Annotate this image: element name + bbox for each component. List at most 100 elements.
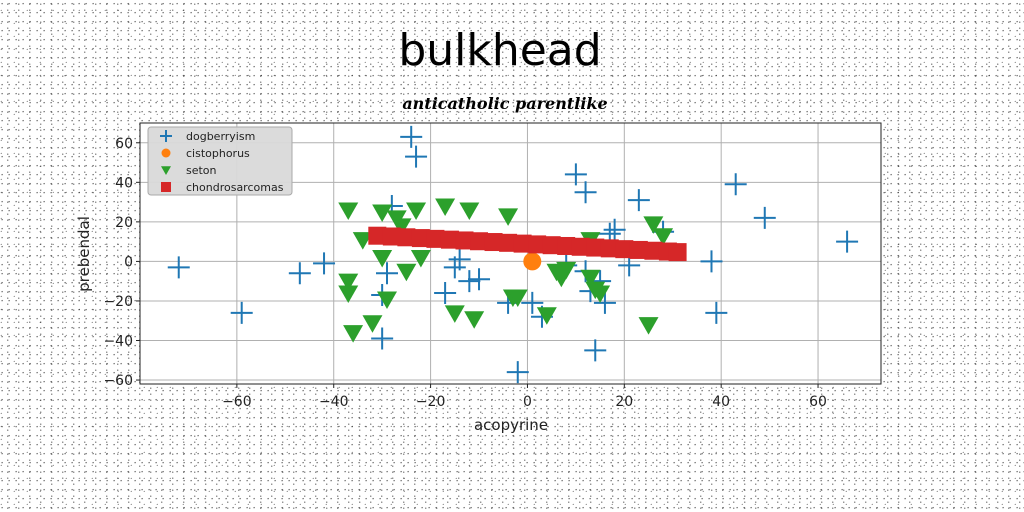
cistophorus-point bbox=[523, 252, 542, 271]
axis-ticks: −60 −40 −20 0 20 40 60 −60 −40 −20 0 20 40 60 bbox=[103, 136, 827, 410]
chondrosarcomas-point bbox=[426, 229, 445, 248]
legend-label: cistophorus bbox=[186, 147, 250, 160]
seton-point bbox=[343, 325, 364, 343]
x-tick-label: 0 bbox=[523, 394, 532, 410]
seton-point bbox=[338, 273, 359, 292]
chondrosarcomas-point bbox=[368, 226, 387, 245]
seton-point bbox=[372, 249, 393, 268]
dogberryism-point bbox=[458, 270, 481, 293]
legend-box bbox=[147, 126, 293, 196]
seton-point bbox=[362, 315, 383, 333]
y-tick-label: 20 bbox=[115, 215, 133, 231]
chondrosarcomas-point bbox=[382, 227, 401, 246]
legend-label: chondrosarcomas bbox=[186, 181, 284, 194]
seton-point bbox=[643, 216, 664, 234]
legend-marker-seton bbox=[161, 166, 171, 175]
x-tick-label: −20 bbox=[416, 394, 446, 410]
chondrosarcomas-point bbox=[484, 233, 503, 252]
legend: dogberryism cistophorus seton chondrosarcom… bbox=[147, 126, 293, 196]
dogberryism-point bbox=[400, 125, 423, 148]
data-series bbox=[167, 125, 859, 384]
dogberryism-point bbox=[593, 291, 616, 314]
chondrosarcomas-point bbox=[571, 237, 590, 256]
dogberryism-point bbox=[584, 339, 607, 362]
y-tick-label: 60 bbox=[115, 136, 133, 152]
dogberryism-point bbox=[405, 145, 428, 168]
chondrosarcomas-point bbox=[499, 233, 518, 252]
y-tick-label: −60 bbox=[103, 373, 133, 389]
dogberryism-point bbox=[724, 173, 747, 196]
seton-point bbox=[444, 305, 465, 323]
seton-point bbox=[396, 263, 417, 282]
y-tick-label: 40 bbox=[115, 175, 133, 191]
chondrosarcomas-point bbox=[644, 241, 663, 260]
seton-point bbox=[536, 307, 557, 325]
seton-point bbox=[507, 289, 528, 307]
legend-label: dogberryism bbox=[186, 130, 255, 143]
dogberryism-point bbox=[836, 230, 859, 253]
seton-point bbox=[435, 198, 456, 217]
dogberryism-point bbox=[371, 327, 394, 350]
chondrosarcomas-point bbox=[542, 236, 561, 255]
y-tick-label: −40 bbox=[103, 334, 133, 350]
seton-point bbox=[410, 249, 431, 268]
dogberryism-point bbox=[705, 301, 728, 324]
chondrosarcomas-point bbox=[615, 240, 634, 259]
chondrosarcomas-point bbox=[629, 240, 648, 259]
x-tick-label: −40 bbox=[319, 394, 349, 410]
series-dogberryism bbox=[167, 125, 859, 384]
chondrosarcomas-point bbox=[557, 236, 576, 255]
chart-subtitle: anticatholic parentlike bbox=[402, 94, 607, 113]
legend-label: seton bbox=[186, 164, 217, 177]
x-tick-label: −60 bbox=[222, 394, 252, 410]
seton-point bbox=[459, 202, 480, 220]
seton-point bbox=[338, 202, 359, 220]
chondrosarcomas-point bbox=[470, 232, 489, 251]
legend-marker-dogberryism bbox=[160, 130, 172, 142]
seton-point bbox=[338, 285, 359, 304]
seton-point bbox=[377, 291, 397, 309]
seton-point bbox=[638, 317, 659, 335]
seton-point bbox=[556, 261, 577, 280]
dogberryism-point bbox=[230, 301, 253, 324]
dogberryism-point bbox=[700, 250, 723, 273]
y-tick-label: 0 bbox=[124, 254, 133, 270]
y-axis-label: prebendal bbox=[75, 216, 93, 292]
series-cistophorus bbox=[523, 252, 542, 271]
x-tick-label: 40 bbox=[712, 394, 730, 410]
legend-marker-chondrosarcomas bbox=[161, 182, 171, 192]
chart-title: bulkhead bbox=[398, 25, 601, 76]
chondrosarcomas-point bbox=[668, 243, 687, 262]
chondrosarcomas-point bbox=[586, 238, 605, 257]
x-tick-label: 60 bbox=[809, 394, 827, 410]
chondrosarcomas-point bbox=[455, 231, 474, 250]
dogberryism-point bbox=[564, 163, 587, 186]
seton-point bbox=[590, 285, 611, 304]
x-axis-label: acopyrine bbox=[474, 416, 548, 434]
plot-frame bbox=[139, 122, 882, 385]
seton-point bbox=[372, 204, 393, 222]
dogberryism-point bbox=[448, 248, 471, 271]
dogberryism-point bbox=[521, 291, 544, 314]
dogberryism-point bbox=[376, 262, 398, 285]
legend-marker-cistophorus bbox=[161, 148, 171, 158]
dogberryism-point bbox=[603, 218, 626, 241]
dogberryism-point bbox=[167, 256, 190, 279]
dogberryism-point bbox=[574, 181, 597, 204]
dogberryism-point bbox=[313, 252, 336, 275]
dogberryism-point bbox=[288, 262, 311, 285]
seton-point bbox=[406, 202, 427, 220]
dogberryism-point bbox=[434, 282, 457, 305]
chondrosarcomas-point bbox=[528, 235, 547, 254]
seton-point bbox=[653, 228, 674, 246]
dogberryism-point bbox=[506, 361, 529, 384]
seton-point bbox=[498, 208, 519, 226]
series-chondrosarcomas bbox=[368, 226, 687, 262]
seton-point bbox=[464, 311, 485, 329]
chondrosarcomas-point bbox=[397, 228, 416, 247]
series-seton bbox=[338, 198, 674, 343]
dogberryism-point bbox=[468, 268, 491, 291]
y-tick-label: −20 bbox=[103, 294, 133, 310]
chondrosarcomas-point bbox=[600, 239, 619, 258]
